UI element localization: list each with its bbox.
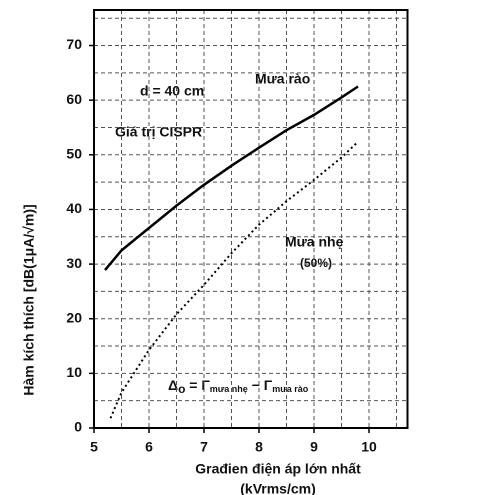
x-tick-label: 9 [310, 439, 318, 455]
y-tick-label: 20 [66, 309, 82, 325]
annotation: (50%) [300, 256, 332, 270]
x-tick-label: 7 [200, 439, 208, 455]
y-tick-label: 60 [66, 91, 82, 107]
annotation: d = 40 cm [140, 83, 204, 99]
series-label: Mưa nhẹ [285, 234, 344, 250]
line-series [109, 140, 359, 419]
x-axis-unit: (kVrms/cm) [240, 481, 315, 495]
formula-part: − Γ [248, 377, 273, 393]
formula-part: = Γ [185, 377, 210, 393]
x-axis-label: Građien điện áp lớn nhất [195, 461, 361, 477]
y-tick-label: 70 [66, 36, 82, 52]
line-series [104, 85, 359, 271]
y-tick-label: 30 [66, 255, 82, 271]
x-tick-label: 8 [255, 439, 263, 455]
formula-part: Δ [168, 377, 178, 393]
y-tick-label: 10 [66, 364, 82, 380]
formula-sub: mưa nhẹ [210, 384, 248, 394]
x-tick-label: 6 [145, 439, 153, 455]
series-label: Mưa rào [255, 71, 310, 87]
y-axis-label: Hàm kích thích [dB(1μA/√m)] [21, 204, 37, 395]
y-tick-label: 0 [74, 419, 82, 435]
y-tick-label: 40 [66, 200, 82, 216]
x-tick-label: 10 [361, 439, 377, 455]
formula-sub: mưa rào [272, 384, 309, 394]
y-tick-label: 50 [66, 146, 82, 162]
annotation: Giá trị CISPR [115, 124, 202, 140]
formula-sub: o [178, 382, 185, 396]
x-tick-label: 5 [90, 439, 98, 455]
formula: Δo = Γmưa nhẹ − Γmưa rào [168, 377, 309, 396]
plot-frame [93, 9, 409, 429]
